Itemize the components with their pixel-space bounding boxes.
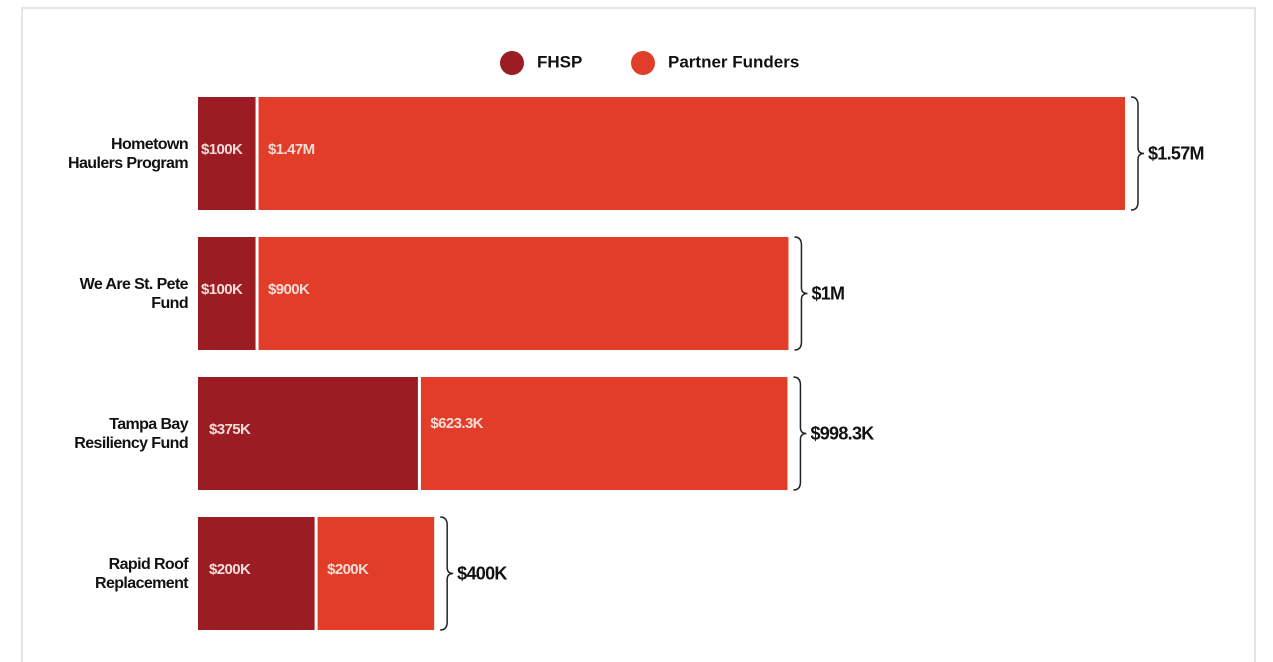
total-label: $998.3K xyxy=(810,423,874,443)
value-label: $900K xyxy=(268,281,310,298)
category-label: Hometown Haulers Program xyxy=(68,135,189,172)
total-brace xyxy=(1130,96,1145,211)
legend-swatch xyxy=(500,51,524,75)
legend-label: FHSP xyxy=(537,52,582,71)
total-brace xyxy=(793,376,807,491)
bar-segment xyxy=(198,517,315,630)
value-label: $1.47M xyxy=(268,141,315,158)
value-label: $375K xyxy=(209,421,251,438)
bar-segment xyxy=(258,97,1126,210)
value-label: $200K xyxy=(209,561,251,578)
value-label: $100K xyxy=(201,141,243,158)
total-label: $1.57M xyxy=(1148,143,1204,163)
total-brace xyxy=(440,516,454,631)
total-label: $400K xyxy=(457,563,507,583)
total-label: $1M xyxy=(811,283,844,303)
category-label: Tampa Bay Resiliency Fund xyxy=(74,415,188,452)
value-label: $100K xyxy=(201,281,243,298)
category-label: We Are St. Pete Fund xyxy=(79,275,189,312)
value-label: $200K xyxy=(327,561,369,578)
value-label: $623.3K xyxy=(430,415,483,432)
bar-segment xyxy=(317,517,435,630)
bar-segment xyxy=(258,237,789,350)
bar-segment xyxy=(198,237,256,350)
category-label: Rapid Roof Replacement xyxy=(95,555,189,592)
legend-label: Partner Funders xyxy=(668,52,799,71)
bar-segment xyxy=(198,97,256,210)
frame xyxy=(21,7,1256,662)
legend-swatch xyxy=(631,51,655,75)
bar-segment xyxy=(198,377,418,490)
bar-segment xyxy=(420,377,788,490)
total-brace xyxy=(794,236,808,351)
